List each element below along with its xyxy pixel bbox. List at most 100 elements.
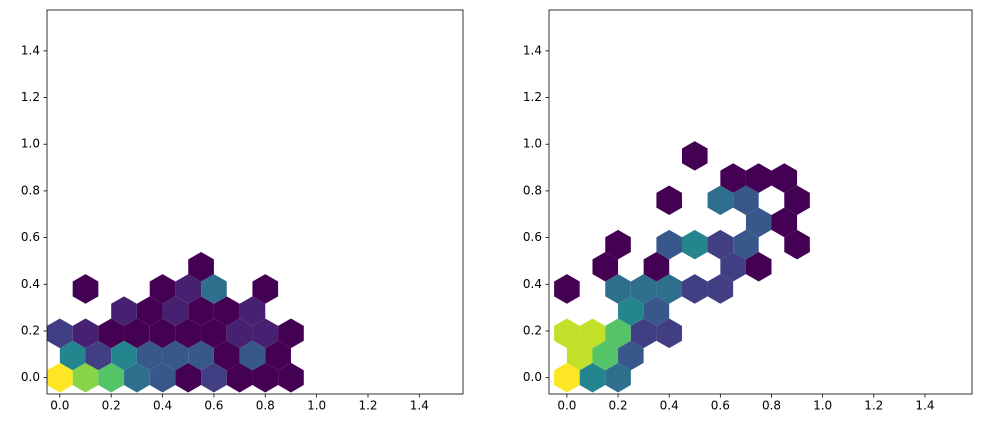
hexbin-cell xyxy=(226,362,253,393)
hexbin-cell xyxy=(265,340,291,371)
hexbin-cell xyxy=(278,362,304,393)
hexbin-cell xyxy=(239,340,266,371)
hexbin-cell xyxy=(72,362,99,393)
hexbin-cell xyxy=(188,251,214,282)
hexbin-cell xyxy=(745,163,772,193)
hexbin-cell xyxy=(111,296,137,326)
x-tick-label: 0.0 xyxy=(557,399,576,413)
y-tick-label: 1.0 xyxy=(21,137,40,151)
y-tick-label: 0.4 xyxy=(523,277,542,291)
hexbin-cell xyxy=(188,296,214,326)
hexbin-cell xyxy=(213,296,240,326)
hexbin-cell xyxy=(745,207,772,238)
x-tick-label: 1.2 xyxy=(864,399,883,413)
y-tick-label: 0.8 xyxy=(523,183,542,197)
hexbin-cell xyxy=(720,251,746,282)
hexbin-cell xyxy=(239,296,266,326)
y-tick-label: 1.4 xyxy=(21,43,40,57)
hexbin-cell xyxy=(47,362,73,393)
y-tick-label: 0.8 xyxy=(21,183,40,197)
hexbin-cell xyxy=(605,362,631,393)
hexbin-cell xyxy=(47,318,73,349)
hexbin-cell xyxy=(72,274,99,304)
x-tick-label: 1.0 xyxy=(813,399,832,413)
hexbin-cell xyxy=(85,340,112,371)
hexbin-cell xyxy=(252,362,279,393)
hexbin-cell xyxy=(124,318,150,349)
x-tick-label: 1.4 xyxy=(410,399,429,413)
hexbin-cell xyxy=(252,318,279,349)
hexbin-cell xyxy=(592,251,619,282)
hexbin-cell xyxy=(771,163,798,193)
hexbin-cell xyxy=(681,274,708,304)
hexbin-cell xyxy=(59,340,86,371)
axes-frame xyxy=(548,9,973,395)
hexbin-cell xyxy=(656,229,682,260)
hexbin-cell xyxy=(707,185,734,216)
hexbin-cell xyxy=(630,274,657,304)
y-tick-label: 0.2 xyxy=(21,323,40,337)
hexbin-cell xyxy=(707,274,734,304)
hexbin-cell xyxy=(771,207,798,238)
hexbin-cell xyxy=(566,340,593,371)
hexbin-cell xyxy=(554,274,580,304)
hexbin-cell xyxy=(605,274,631,304)
hexbin-cell xyxy=(252,274,279,304)
x-tick-label: 1.2 xyxy=(358,399,377,413)
hexbin-cell xyxy=(656,318,682,349)
y-tick-label: 0.6 xyxy=(523,230,542,244)
y-tick-label: 0.0 xyxy=(21,370,40,384)
hexbin-cell xyxy=(201,318,227,349)
hexbin-cell xyxy=(111,340,137,371)
hexbin-cell xyxy=(720,163,746,193)
x-tick-label: 0.6 xyxy=(711,399,730,413)
hexbin-cell xyxy=(656,274,682,304)
hexbin-cell xyxy=(784,185,810,216)
x-tick-label: 0.6 xyxy=(204,399,223,413)
hexbin-cell xyxy=(643,251,670,282)
hexbin-cell xyxy=(733,185,759,216)
x-tick-label: 0.2 xyxy=(609,399,628,413)
x-tick-label: 0.4 xyxy=(660,399,679,413)
hexbin-cell xyxy=(733,229,759,260)
hexbin-cell xyxy=(643,296,670,326)
hexbin-cell xyxy=(707,229,734,260)
hexbin-cell xyxy=(136,296,163,326)
hexbin-cell xyxy=(784,229,810,260)
hexbin-cell xyxy=(579,362,606,393)
hexbin-cell xyxy=(201,274,227,304)
hexbin-cell xyxy=(630,318,657,349)
hexbin-cell xyxy=(681,141,708,171)
hexbin-cell xyxy=(149,362,176,393)
hexbin-cell xyxy=(554,318,580,349)
x-tick-label: 0.2 xyxy=(102,399,121,413)
hexbin-cell xyxy=(98,362,125,393)
hexbin-cell xyxy=(136,340,163,371)
y-tick-label: 0.4 xyxy=(21,277,40,291)
x-tick-label: 0.4 xyxy=(153,399,172,413)
y-tick-label: 1.0 xyxy=(523,137,542,151)
hexbin-cell xyxy=(656,185,682,216)
hexbin-cell xyxy=(226,318,253,349)
hexbin-cell xyxy=(149,318,176,349)
hexbin-cell xyxy=(681,229,708,260)
x-tick-label: 1.0 xyxy=(307,399,326,413)
hexbin-cell xyxy=(188,340,214,371)
y-tick-label: 1.2 xyxy=(523,90,542,104)
y-tick-label: 0.6 xyxy=(21,230,40,244)
hexbin-cell xyxy=(175,318,202,349)
hexbin-cell xyxy=(149,274,176,304)
y-tick-label: 1.4 xyxy=(523,43,542,57)
hexbin-cell xyxy=(605,318,631,349)
hexbin-cell xyxy=(554,362,580,393)
hexbin-cell xyxy=(618,296,644,326)
x-tick-label: 0.8 xyxy=(762,399,781,413)
y-tick-label: 1.2 xyxy=(21,90,40,104)
hexbin-cell xyxy=(175,362,202,393)
hexbin-cell xyxy=(745,251,772,282)
hexbin-cell xyxy=(618,340,644,371)
hexbin-cell xyxy=(175,274,202,304)
hexbin-cell xyxy=(278,318,304,349)
hexbin-cell xyxy=(72,318,99,349)
